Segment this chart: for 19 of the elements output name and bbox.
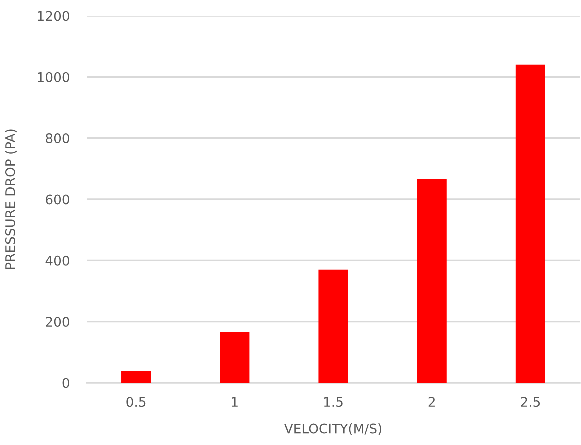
y-tick-label: 1000 — [38, 72, 70, 82]
y-tick-label: 0 — [62, 378, 70, 388]
y-tick-label: 800 — [46, 134, 70, 144]
y-tick-label: 400 — [46, 256, 70, 266]
x-tick-label: 2.5 — [521, 397, 540, 408]
x-tick-label: 0.5 — [126, 397, 146, 408]
bar — [122, 371, 152, 383]
y-tick-label: 600 — [46, 194, 70, 205]
x-tick-label: 2 — [428, 397, 435, 407]
bar — [417, 179, 447, 383]
bar — [318, 270, 348, 383]
bar — [220, 332, 250, 383]
x-axis-title: VELOCITY(M/S) — [284, 424, 382, 436]
y-axis-title: PRESSURE DROP (PA) — [5, 130, 17, 270]
x-tick-label: 1 — [232, 397, 238, 407]
y-tick-label: 200 — [46, 317, 70, 328]
y-tick-label: 1200 — [38, 11, 70, 22]
bar — [516, 64, 546, 383]
x-tick-label: 1.5 — [324, 397, 343, 408]
